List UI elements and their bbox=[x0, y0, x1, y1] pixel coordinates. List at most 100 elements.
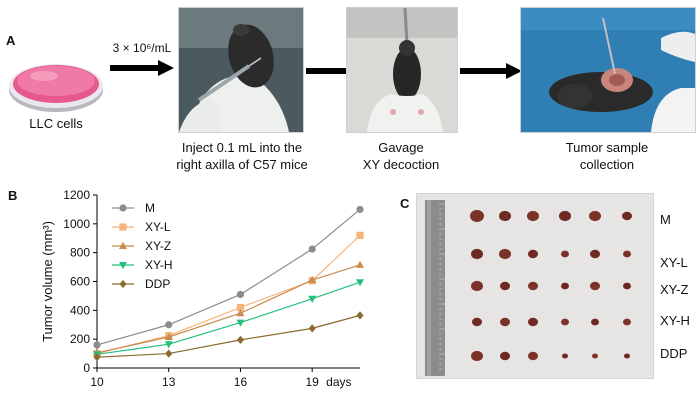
x-tick-label: 19 bbox=[306, 375, 320, 389]
legend-marker-xy-l bbox=[119, 223, 127, 231]
data-point-m bbox=[236, 290, 245, 299]
series-line-xy-z bbox=[96, 264, 361, 354]
tumor-sample bbox=[527, 210, 539, 222]
y-tick-label: 200 bbox=[70, 332, 90, 346]
data-point-xy-z bbox=[308, 275, 317, 284]
gavage-caption-line1: Gavage bbox=[378, 140, 424, 155]
data-point-ddp bbox=[356, 311, 364, 320]
y-tick-label: 600 bbox=[70, 275, 90, 289]
tumor-sample bbox=[592, 353, 598, 359]
data-point-ddp bbox=[93, 353, 101, 362]
tumor-sample bbox=[589, 210, 601, 222]
y-axis-label: Tumor volume (mm³) bbox=[40, 221, 55, 342]
tumor-sample bbox=[500, 281, 510, 291]
tumor-caption-line1: Tumor sample bbox=[565, 140, 649, 155]
injection-caption-line2: right axilla of C57 mice bbox=[176, 157, 308, 172]
tumor-sample bbox=[499, 248, 511, 260]
data-point-xy-z bbox=[356, 260, 364, 268]
y-tick-label: 800 bbox=[70, 246, 90, 260]
data-point-m bbox=[308, 245, 316, 253]
group-label-m: M bbox=[660, 212, 671, 227]
dose-label: 3 × 10⁶/mL bbox=[112, 41, 172, 55]
data-point-xy-h bbox=[236, 319, 245, 327]
panel-b-letter: B bbox=[8, 188, 18, 203]
group-label-ddp: DDP bbox=[660, 346, 688, 361]
x-tick-label: 13 bbox=[162, 375, 176, 389]
group-label-xy-z: XY-Z bbox=[660, 282, 689, 297]
tumor-sample bbox=[622, 211, 632, 221]
arrow-1 bbox=[110, 60, 174, 76]
tumor-sample bbox=[470, 210, 484, 222]
tumor-sample bbox=[500, 351, 510, 361]
data-point-m bbox=[356, 205, 364, 214]
tumor-sample bbox=[590, 249, 600, 259]
data-point-xy-z bbox=[236, 309, 245, 317]
legend-marker-xy-h bbox=[119, 262, 127, 270]
data-point-ddp bbox=[236, 335, 245, 344]
llc-cells-caption: LLC cells bbox=[29, 116, 83, 131]
legend-marker-xy-z bbox=[119, 241, 127, 249]
tumor-sample bbox=[500, 317, 510, 327]
data-point-xy-h bbox=[308, 295, 317, 303]
arrow-3 bbox=[460, 63, 522, 79]
x-tick-label: 16 bbox=[234, 375, 248, 389]
tumor-sample bbox=[471, 350, 483, 362]
y-tick-label: 1200 bbox=[63, 188, 90, 202]
tumor-sample bbox=[528, 351, 538, 361]
data-point-xy-h bbox=[164, 341, 173, 349]
tumor-sample bbox=[623, 250, 631, 258]
tumor-sample bbox=[624, 353, 630, 359]
tumor-sample bbox=[471, 248, 483, 260]
tumor-sample bbox=[471, 280, 483, 292]
injection-photo bbox=[178, 7, 304, 133]
data-point-xy-l bbox=[236, 303, 245, 312]
tumor-sample bbox=[561, 282, 569, 290]
tumor-sample bbox=[559, 210, 571, 222]
legend-label-xy-h: XY-H bbox=[145, 258, 173, 272]
panel-a-letter: A bbox=[6, 33, 16, 48]
tumor-sample bbox=[623, 318, 631, 326]
panel-c-letter: C bbox=[400, 196, 410, 211]
tumor-sample bbox=[591, 318, 599, 326]
tumor-sample bbox=[561, 318, 569, 326]
x-tick-label: 10 bbox=[90, 375, 104, 389]
data-point-xy-h bbox=[356, 279, 364, 287]
tumor-collection-photo bbox=[520, 7, 696, 133]
legend-marker-m bbox=[119, 204, 127, 212]
group-label-xy-h: XY-H bbox=[660, 313, 690, 328]
data-point-xy-z bbox=[164, 332, 173, 341]
legend-marker-ddp bbox=[119, 279, 127, 289]
series-line-ddp bbox=[96, 314, 361, 358]
injection-caption-line1: Inject 0.1 mL into the bbox=[181, 140, 303, 155]
tumor-sample bbox=[562, 353, 568, 359]
series-line-xy-l bbox=[96, 234, 361, 355]
gavage-photo bbox=[346, 7, 458, 133]
data-point-m bbox=[93, 341, 101, 349]
data-point-ddp bbox=[308, 324, 316, 333]
legend-label-xy-z: XY-Z bbox=[145, 239, 171, 253]
legend-label-xy-l: XY-L bbox=[145, 220, 171, 234]
x-unit-label: days bbox=[326, 375, 351, 389]
tumor-volume-chart: 0 200 400 600 800 1000 1200 10 13 16 19 days Tumor v… bbox=[40, 188, 364, 389]
tumor-sample bbox=[528, 281, 538, 291]
y-tick-label: 1000 bbox=[63, 217, 90, 231]
petri-dish-photo bbox=[6, 48, 106, 116]
tumor-caption-line2: collection bbox=[579, 157, 635, 172]
tumor-sample bbox=[499, 210, 511, 222]
group-label-xy-l: XY-L bbox=[660, 255, 688, 270]
tumor-sample bbox=[590, 281, 600, 291]
y-tick-label: 0 bbox=[83, 361, 90, 375]
tumor-sample bbox=[561, 250, 569, 258]
legend-label-m: M bbox=[145, 201, 155, 215]
tumor-samples-photo bbox=[416, 193, 654, 379]
data-point-xy-l bbox=[356, 231, 364, 239]
tumor-sample bbox=[472, 317, 482, 327]
legend-label-ddp: DDP bbox=[145, 277, 170, 291]
data-point-m bbox=[165, 321, 173, 329]
gavage-caption-line2: XY decoction bbox=[362, 157, 440, 172]
tumor-sample bbox=[528, 249, 538, 259]
y-tick-label: 400 bbox=[70, 303, 90, 317]
data-point-ddp bbox=[165, 349, 173, 358]
tumor-sample bbox=[623, 282, 631, 290]
tumor-sample bbox=[528, 317, 538, 327]
